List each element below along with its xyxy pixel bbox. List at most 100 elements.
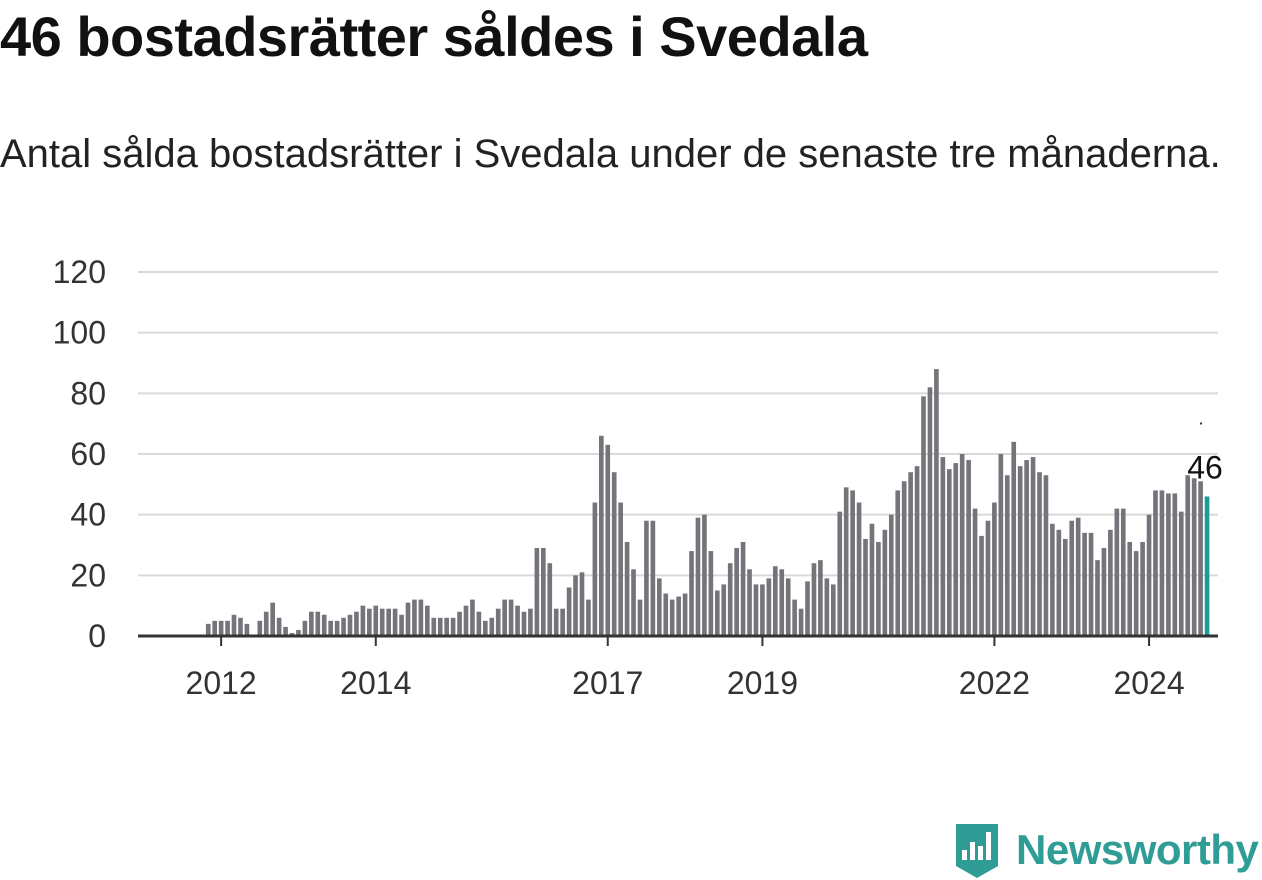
bar: [341, 617, 346, 636]
bar: [856, 502, 862, 636]
bar: [328, 620, 333, 636]
bar: [418, 599, 424, 636]
bar: [534, 548, 540, 636]
bar: [644, 520, 649, 636]
bar: [914, 466, 920, 636]
bar: [1185, 475, 1191, 636]
bar: [1088, 532, 1094, 636]
bar: [457, 611, 462, 636]
brand-logo[interactable]: Newsworthy: [952, 820, 1259, 880]
bar: [1153, 490, 1158, 636]
bar: [708, 551, 714, 636]
bar: [611, 472, 617, 636]
bar: [1075, 517, 1081, 636]
bar: [205, 623, 211, 636]
last-value-label: 46: [1187, 449, 1223, 485]
bar: [508, 599, 514, 636]
bar: [321, 614, 327, 636]
bar: [598, 435, 604, 636]
bar: [740, 541, 746, 636]
bar: [946, 469, 952, 636]
bar: [244, 623, 250, 636]
bar: [276, 617, 282, 636]
bar: [663, 593, 669, 636]
bar: [940, 457, 946, 636]
bar: [444, 617, 449, 636]
bar: [354, 611, 359, 636]
x-tick-label: 2014: [340, 665, 411, 701]
bar: [753, 584, 759, 636]
bar: [334, 620, 340, 636]
bar: [238, 617, 243, 636]
bar: [289, 632, 295, 636]
bar: [521, 611, 527, 636]
bar: [785, 578, 791, 636]
y-tick-label: 60: [70, 436, 106, 472]
bar: [309, 611, 314, 636]
bar: [798, 608, 804, 636]
bar: [431, 617, 437, 636]
bar: [1178, 511, 1184, 636]
bar: [515, 605, 520, 636]
bar: [1198, 481, 1203, 636]
bar: [218, 620, 224, 636]
bar: [934, 369, 939, 636]
bar: [386, 608, 391, 636]
bar: [573, 575, 578, 636]
bar: [399, 614, 404, 636]
bar: [1166, 493, 1171, 636]
bar: [257, 620, 263, 636]
bar: [953, 463, 959, 636]
bar: [1056, 529, 1062, 636]
bar: [805, 581, 810, 636]
x-tick-label: 2017: [572, 665, 643, 701]
bar: [843, 487, 849, 636]
bar: [270, 602, 275, 636]
bar: [618, 502, 623, 636]
bar: [231, 614, 237, 636]
bar: [450, 617, 456, 636]
bar: [682, 593, 688, 636]
bar: [541, 548, 546, 636]
bar: [1127, 541, 1133, 636]
bar: [225, 620, 230, 636]
x-tick-label: 2022: [959, 665, 1030, 701]
bar: [921, 396, 926, 636]
x-axis: 2012 2014 2017 2019 2022 2024: [138, 634, 1218, 701]
bar: [547, 563, 553, 636]
bar: [772, 566, 778, 636]
chart-subtitle: Antal sålda bostadsrätter i Svedala unde…: [0, 132, 1221, 176]
bar: [631, 569, 636, 636]
y-tick-label: 40: [70, 497, 106, 533]
bar: [367, 608, 372, 636]
bar: [985, 520, 991, 636]
bar: [566, 587, 572, 636]
bar: [605, 444, 611, 636]
bar: [721, 584, 727, 636]
bar: [766, 578, 772, 636]
bar: [283, 626, 288, 636]
bar: [927, 387, 933, 636]
bar: [727, 563, 733, 636]
bar: [1101, 548, 1107, 636]
bar: [560, 608, 565, 636]
x-tick-label: 2019: [727, 665, 798, 701]
bar: [888, 514, 894, 636]
bar: [714, 590, 720, 636]
bar: [212, 620, 218, 636]
bar: [379, 608, 385, 636]
bar: [1024, 460, 1029, 636]
bar: [669, 599, 675, 636]
bar: [818, 560, 823, 636]
bar: [1017, 466, 1023, 636]
bar: [528, 608, 533, 636]
bar: [1120, 508, 1126, 636]
bar: [1146, 514, 1152, 636]
bar: [1043, 475, 1049, 636]
bar: [592, 502, 598, 636]
y-tick-label: 0: [88, 618, 106, 654]
bar: [502, 599, 507, 636]
bar: [792, 599, 797, 636]
x-tick-label: 2024: [1113, 665, 1184, 701]
y-tick-label: 120: [53, 254, 106, 290]
